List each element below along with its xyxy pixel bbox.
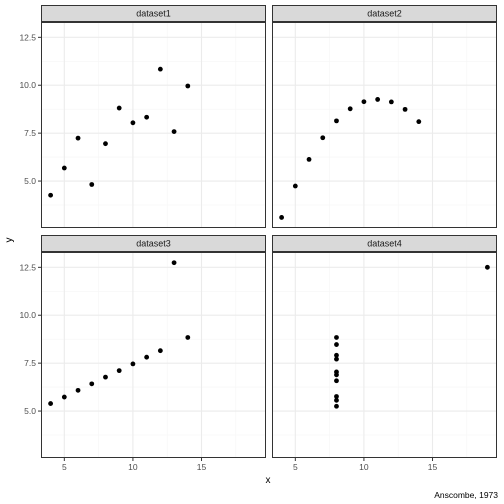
dataset4-data-point-3 — [334, 356, 339, 362]
dataset3-y-tick-label: 12.5 — [19, 262, 36, 272]
dataset4-x-tick-label: 5 — [293, 462, 298, 472]
dataset1-data-point-3 — [171, 129, 177, 135]
dataset3-panel-border — [41, 252, 266, 458]
dataset4-data-point-1 — [334, 378, 339, 384]
dataset4-data-point-11 — [334, 372, 339, 378]
dataset3-x-tick-label: 10 — [128, 462, 138, 472]
facet-title-dataset2: dataset2 — [367, 9, 402, 19]
facet-title-dataset1: dataset1 — [136, 9, 171, 19]
dataset3-x-tick-label: 15 — [197, 462, 207, 472]
dataset3-data-point-1 — [130, 361, 136, 367]
dataset4-panel-background — [272, 252, 497, 458]
dataset2-data-point-3 — [402, 106, 408, 112]
dataset4-x-tick-label: 15 — [428, 462, 438, 472]
dataset4-panel-border — [272, 252, 497, 458]
dataset2-data-point-10 — [320, 135, 326, 141]
dataset1-strip — [41, 5, 266, 22]
dataset1-data-point-2 — [103, 141, 108, 147]
dataset2-data-point-1 — [361, 99, 367, 105]
dataset3-data-point-3 — [171, 260, 177, 266]
dataset3-y-tick-label: 5.0 — [24, 406, 36, 416]
dataset1-panel-border — [41, 22, 266, 228]
dataset3-data-point-5 — [144, 354, 150, 360]
dataset1-data-point-10 — [89, 182, 95, 187]
dataset2-panel-background — [272, 22, 497, 228]
dataset2-data-point-7 — [306, 156, 312, 162]
dataset3-data-point-6 — [185, 335, 191, 340]
dataset1-data-point-9 — [157, 66, 163, 72]
dataset2-data-point-9 — [388, 99, 394, 105]
dataset1-y-tick-label: 5.0 — [24, 176, 36, 186]
dataset1-data-point-6 — [185, 83, 191, 89]
dataset3-data-point-11 — [61, 394, 67, 400]
dataset3-data-point-2 — [103, 374, 108, 380]
dataset2-data-point-11 — [292, 183, 298, 189]
dataset4-data-point-10 — [334, 352, 339, 358]
dataset2-data-point-6 — [416, 119, 422, 125]
dataset4-data-point-2 — [334, 394, 339, 399]
dataset3-y-tick-label: 7.5 — [24, 358, 36, 368]
dataset1-data-point-8 — [48, 192, 54, 198]
dataset1-y-tick-label: 10.0 — [19, 80, 36, 90]
dataset3-panel-background — [41, 252, 266, 458]
dataset2-panel-border — [272, 22, 497, 228]
dataset4-data-point-7 — [334, 403, 339, 409]
dataset2-strip — [272, 5, 497, 22]
facet-title-dataset3: dataset3 — [136, 239, 171, 249]
dataset3-data-point-9 — [157, 348, 163, 354]
dataset3-data-point-4 — [116, 368, 122, 374]
dataset4-data-point-8 — [484, 264, 490, 270]
y-axis-title: y — [4, 238, 15, 243]
dataset1-data-point-1 — [130, 120, 136, 126]
dataset3-x-tick-label: 5 — [62, 462, 67, 472]
dataset4-strip — [272, 235, 497, 252]
dataset2-data-point-4 — [347, 106, 353, 112]
dataset2-data-point-5 — [375, 97, 381, 102]
chart-caption: Anscombe, 1973 — [434, 490, 498, 500]
dataset4-data-point-9 — [334, 397, 339, 403]
dataset2-data-point-2 — [334, 118, 339, 124]
dataset4-data-point-5 — [334, 342, 339, 347]
dataset1-y-tick-label: 12.5 — [19, 32, 36, 42]
dataset1-panel-background — [41, 22, 266, 228]
dataset2-data-point-8 — [279, 215, 285, 220]
dataset1-y-tick-label: 7.5 — [24, 128, 36, 138]
dataset1-data-point-7 — [75, 135, 81, 141]
dataset4-x-tick-label: 10 — [359, 462, 369, 472]
dataset1-data-point-11 — [61, 165, 67, 171]
x-axis-title: x — [266, 475, 271, 486]
dataset3-data-point-7 — [75, 387, 81, 393]
dataset3-data-point-10 — [89, 381, 95, 387]
dataset1-data-point-5 — [144, 114, 150, 120]
dataset3-y-tick-label: 10.0 — [19, 310, 36, 320]
dataset4-data-point-4 — [334, 335, 339, 340]
facet-title-dataset4: dataset4 — [367, 239, 402, 249]
dataset3-data-point-8 — [48, 401, 54, 406]
dataset1-data-point-4 — [116, 105, 122, 111]
dataset3-strip — [41, 235, 266, 252]
